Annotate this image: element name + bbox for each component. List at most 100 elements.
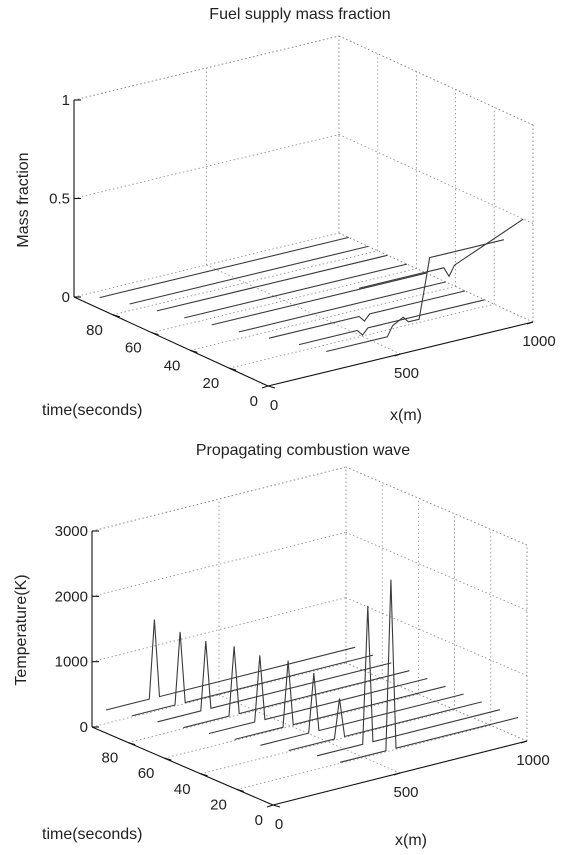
- time-tick-mark: [151, 332, 159, 336]
- time-tick-label: 60: [125, 340, 142, 357]
- time-tick-label: 80: [86, 322, 103, 339]
- grid-line: [236, 725, 491, 790]
- time-tick-mark: [128, 742, 136, 746]
- series-line: [326, 239, 505, 353]
- series-line: [358, 218, 524, 289]
- grid-line: [345, 466, 528, 546]
- z-tick-label: 1000: [55, 654, 88, 671]
- series-line: [238, 281, 446, 333]
- series-line: [184, 263, 408, 319]
- series-line: [105, 619, 356, 711]
- x-tick-label: 1000: [522, 333, 555, 350]
- z-tick-label: 0.5: [49, 191, 70, 208]
- grid-line: [151, 268, 417, 333]
- series-line: [339, 579, 519, 763]
- time-tick-label: 0: [255, 812, 263, 829]
- x-tick-mark: [526, 321, 534, 325]
- series-line: [183, 646, 410, 729]
- series-line: [288, 698, 482, 752]
- time-tick-label: 0: [250, 393, 258, 410]
- series-line: [211, 272, 427, 326]
- chart-1-time-axis-label: time(seconds): [42, 402, 142, 419]
- series-line: [298, 299, 485, 346]
- grid-line: [345, 662, 528, 742]
- time-tick-label: 60: [138, 765, 155, 782]
- chart-2-title: Propagating combustion wave: [196, 442, 410, 459]
- chart-1-axes: [73, 99, 534, 389]
- grid-line: [190, 286, 456, 351]
- series-line: [208, 655, 428, 735]
- grid-line: [73, 35, 340, 101]
- chart-1-title: Fuel supply mass fraction: [209, 6, 390, 23]
- time-tick-mark: [112, 314, 120, 318]
- x-tick-mark: [266, 804, 274, 808]
- chart-2-axes: [91, 530, 528, 808]
- chart-2-tick-labels: 0 500 1000 0 20 40 60 80 0 1000 2000 3000: [55, 523, 550, 833]
- z-tick-label: 2000: [55, 588, 88, 605]
- z-tick-label: 1: [62, 92, 70, 109]
- x-tick-mark: [393, 772, 401, 776]
- time-tick-label: 40: [164, 357, 181, 374]
- time-tick-mark: [164, 757, 172, 761]
- x-tick-label: 500: [394, 365, 419, 382]
- x-tick-label: 1000: [516, 752, 549, 769]
- chart-2-time-axis-label: time(seconds): [42, 826, 142, 843]
- grid-line: [218, 694, 401, 774]
- grid-line: [338, 232, 534, 323]
- chart-1-x-axis-label: x(m): [390, 407, 422, 424]
- grid-line: [200, 709, 455, 775]
- time-tick-label: 20: [203, 375, 220, 392]
- chart-2-x-axis-label: x(m): [395, 832, 427, 849]
- x-tick-mark: [520, 740, 528, 744]
- x-tick-mark: [261, 385, 269, 389]
- grid-line: [73, 134, 340, 199]
- time-tick-mark: [229, 367, 237, 371]
- time-tick-mark: [236, 788, 244, 792]
- chart-1-z-axis-label: Mass fraction: [15, 152, 32, 247]
- time-tick-label: 80: [102, 750, 119, 767]
- time-axis-line: [73, 296, 269, 387]
- chart-1-tick-labels: 0 500 1000 0 20 40 60 80 0 0.5 1: [49, 92, 556, 414]
- z-tick-label: 3000: [55, 523, 88, 540]
- chart-fuel-supply-mass-fraction: Fuel supply mass fraction 0 500 1000 0 20 40 6…: [15, 6, 556, 424]
- time-tick-mark: [200, 773, 208, 777]
- chart-propagating-combustion-wave: Propagating combustion wave 0 500 1000 0 20 4…: [13, 442, 550, 849]
- chart-1-traces: [99, 218, 524, 353]
- chart-1-grid: [73, 35, 534, 387]
- series-line: [129, 245, 369, 305]
- grid-line: [73, 232, 340, 298]
- time-tick-label: 40: [174, 781, 191, 798]
- time-axis-line: [91, 726, 274, 806]
- chart-2-z-axis-label: Temperature(K): [13, 574, 30, 685]
- grid-line: [91, 466, 347, 532]
- series-line: [260, 673, 464, 746]
- x-tick-label: 0: [275, 816, 283, 833]
- x-tick-label: 500: [393, 784, 418, 801]
- series-line: [131, 631, 374, 717]
- grid-line: [338, 35, 534, 126]
- grid-line: [91, 466, 347, 532]
- series-line: [156, 254, 388, 312]
- time-tick-mark: [190, 349, 198, 353]
- series-line: [268, 290, 466, 339]
- x-tick-label: 0: [270, 397, 278, 414]
- time-tick-label: 20: [210, 796, 227, 813]
- grid-line: [229, 303, 495, 369]
- z-tick-label: 0: [62, 289, 70, 306]
- grid-line: [345, 597, 528, 677]
- series-line: [157, 640, 392, 723]
- time-tick-mark: [272, 804, 281, 808]
- chart-2-grid: [91, 466, 528, 806]
- grid-line: [112, 250, 378, 316]
- time-tick-mark: [267, 385, 276, 389]
- grid-line: [345, 531, 528, 611]
- series-line: [99, 236, 349, 299]
- z-tick-label: 0: [80, 719, 88, 736]
- series-line: [316, 605, 501, 757]
- series-line: [234, 660, 446, 740]
- chart-2-traces: [105, 579, 519, 763]
- grid-line: [345, 466, 528, 546]
- grid-line: [338, 134, 534, 224]
- x-tick-mark: [394, 353, 401, 357]
